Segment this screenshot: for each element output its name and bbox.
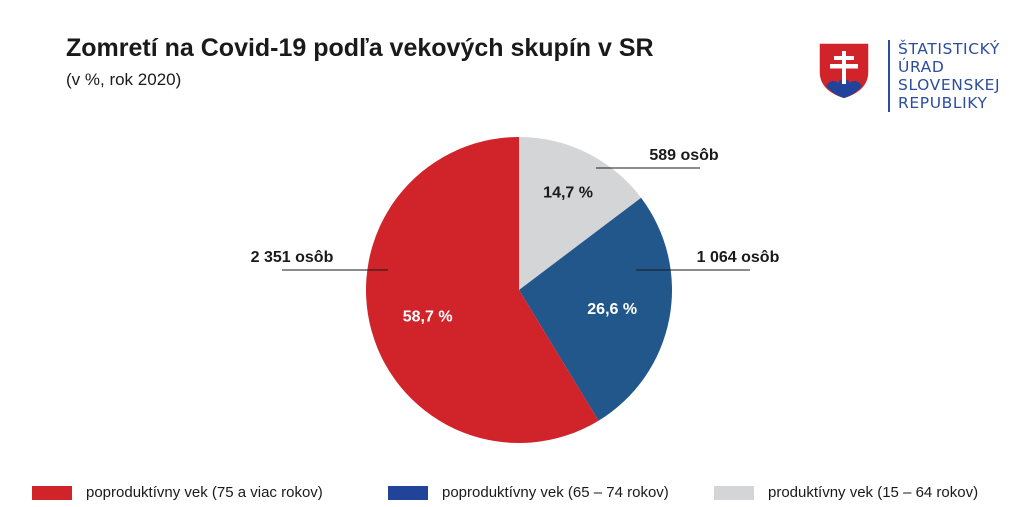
statistical-office-logo: ŠTATISTICKÝ ÚRAD SLOVENSKEJ REPUBLIKY [818, 40, 1008, 114]
chart-legend: poproduktívny vek (75 a viac rokov) popr… [32, 484, 1012, 502]
pie-slice [519, 197, 673, 421]
slice-percent-label: 58,7 % [403, 309, 453, 326]
legend-swatch [32, 485, 72, 500]
logo-line: SLOVENSKEJ [898, 76, 1001, 94]
legend-label: poproduktívny vek (65 – 74 rokov) [442, 484, 669, 501]
legend-item-15-64: produktívny vek (15 – 64 rokov) [714, 484, 978, 501]
slice-count-label: 589 osôb [649, 147, 719, 164]
legend-item-65-74: poproduktívny vek (65 – 74 rokov) [388, 484, 669, 501]
pie-slice [519, 137, 642, 290]
slice-count-label: 2 351 osôb [251, 249, 334, 266]
pie-slice [365, 137, 599, 443]
slice-percent-label: 26,6 % [587, 301, 637, 318]
legend-label: produktívny vek (15 – 64 rokov) [768, 484, 979, 501]
logo-line: ÚRAD [898, 58, 945, 76]
legend-swatch [714, 485, 754, 500]
slice-count-label: 1 064 osôb [697, 249, 780, 266]
legend-label: poproduktívny vek (75 a viac rokov) [86, 484, 323, 501]
chart-subtitle: (v %, rok 2020) [66, 70, 182, 89]
logo-line: REPUBLIKY [898, 94, 988, 112]
slice-percent-label: 14,7 % [543, 184, 593, 201]
legend-swatch [388, 485, 428, 500]
chart-title: Zomretí na Covid-19 podľa vekových skupí… [66, 34, 654, 62]
pie-chart: 14,7 % 589 osôb 26,6 % 1 064 osôb 58,7 % 2 35… [251, 137, 780, 443]
logo-text: ŠTATISTICKÝ ÚRAD SLOVENSKEJ REPUBLIKY [888, 40, 1000, 112]
logo-line: ŠTATISTICKÝ [898, 40, 1000, 58]
legend-item-75-plus: poproduktívny vek (75 a viac rokov) [32, 484, 323, 501]
slovak-coat-of-arms-icon [818, 42, 870, 100]
